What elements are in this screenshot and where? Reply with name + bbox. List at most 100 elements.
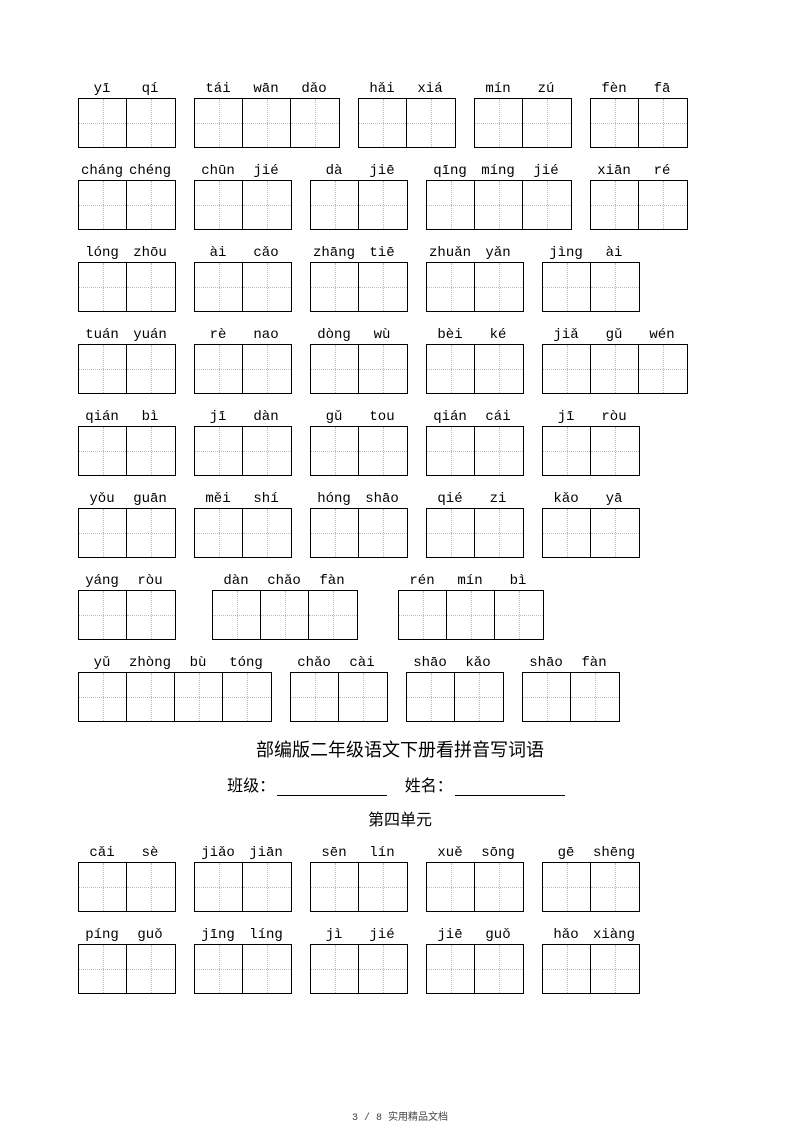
- char-cell[interactable]: [127, 945, 175, 993]
- char-cell[interactable]: [427, 427, 475, 475]
- char-cell[interactable]: [243, 945, 291, 993]
- char-cell[interactable]: [243, 509, 291, 557]
- name-blank[interactable]: [455, 782, 565, 796]
- char-cell[interactable]: [195, 263, 243, 311]
- char-cell[interactable]: [311, 345, 359, 393]
- char-cell[interactable]: [399, 591, 447, 639]
- char-cell[interactable]: [339, 673, 387, 721]
- char-cell[interactable]: [243, 181, 291, 229]
- char-cell[interactable]: [291, 99, 339, 147]
- char-cell[interactable]: [309, 591, 357, 639]
- char-cell[interactable]: [543, 509, 591, 557]
- char-cell[interactable]: [359, 263, 407, 311]
- char-cell[interactable]: [543, 263, 591, 311]
- char-cell[interactable]: [495, 591, 543, 639]
- char-cell[interactable]: [427, 945, 475, 993]
- char-cell[interactable]: [127, 263, 175, 311]
- char-cell[interactable]: [79, 945, 127, 993]
- char-cell[interactable]: [195, 945, 243, 993]
- char-cell[interactable]: [311, 863, 359, 911]
- char-cell[interactable]: [591, 427, 639, 475]
- char-cell[interactable]: [311, 945, 359, 993]
- char-cell[interactable]: [127, 509, 175, 557]
- char-cell[interactable]: [359, 863, 407, 911]
- char-cell[interactable]: [475, 945, 523, 993]
- char-cell[interactable]: [311, 427, 359, 475]
- char-cell[interactable]: [427, 345, 475, 393]
- char-cell[interactable]: [243, 345, 291, 393]
- char-cell[interactable]: [639, 99, 687, 147]
- char-cell[interactable]: [591, 945, 639, 993]
- char-cell[interactable]: [475, 863, 523, 911]
- char-cell[interactable]: [591, 263, 639, 311]
- char-cell[interactable]: [79, 591, 127, 639]
- char-cell[interactable]: [79, 673, 127, 721]
- char-cell[interactable]: [447, 591, 495, 639]
- char-cell[interactable]: [475, 263, 523, 311]
- char-cell[interactable]: [79, 509, 127, 557]
- char-cell[interactable]: [79, 263, 127, 311]
- char-cell[interactable]: [591, 99, 639, 147]
- char-cell[interactable]: [427, 509, 475, 557]
- char-cell[interactable]: [475, 427, 523, 475]
- char-cell[interactable]: [195, 509, 243, 557]
- char-cell[interactable]: [243, 263, 291, 311]
- char-cell[interactable]: [127, 591, 175, 639]
- char-cell[interactable]: [591, 509, 639, 557]
- char-cell[interactable]: [127, 345, 175, 393]
- char-cell[interactable]: [127, 181, 175, 229]
- char-cell[interactable]: [455, 673, 503, 721]
- char-cell[interactable]: [311, 509, 359, 557]
- char-cell[interactable]: [523, 673, 571, 721]
- char-cell[interactable]: [639, 345, 687, 393]
- char-cell[interactable]: [543, 345, 591, 393]
- char-cell[interactable]: [359, 345, 407, 393]
- char-cell[interactable]: [79, 427, 127, 475]
- char-cell[interactable]: [523, 99, 571, 147]
- char-cell[interactable]: [127, 99, 175, 147]
- char-cell[interactable]: [175, 673, 223, 721]
- char-cell[interactable]: [79, 181, 127, 229]
- char-cell[interactable]: [475, 99, 523, 147]
- char-cell[interactable]: [79, 345, 127, 393]
- char-cell[interactable]: [475, 509, 523, 557]
- char-cell[interactable]: [591, 863, 639, 911]
- char-cell[interactable]: [261, 591, 309, 639]
- char-cell[interactable]: [475, 345, 523, 393]
- char-cell[interactable]: [571, 673, 619, 721]
- char-cell[interactable]: [543, 863, 591, 911]
- char-cell[interactable]: [243, 99, 291, 147]
- char-cell[interactable]: [407, 99, 455, 147]
- char-cell[interactable]: [427, 863, 475, 911]
- char-cell[interactable]: [127, 673, 175, 721]
- char-cell[interactable]: [127, 427, 175, 475]
- char-cell[interactable]: [475, 181, 523, 229]
- char-cell[interactable]: [291, 673, 339, 721]
- char-cell[interactable]: [213, 591, 261, 639]
- char-cell[interactable]: [591, 345, 639, 393]
- char-cell[interactable]: [591, 181, 639, 229]
- char-cell[interactable]: [359, 945, 407, 993]
- char-cell[interactable]: [195, 345, 243, 393]
- char-cell[interactable]: [243, 427, 291, 475]
- char-cell[interactable]: [195, 427, 243, 475]
- char-cell[interactable]: [639, 181, 687, 229]
- char-cell[interactable]: [195, 99, 243, 147]
- char-cell[interactable]: [407, 673, 455, 721]
- char-cell[interactable]: [427, 181, 475, 229]
- char-cell[interactable]: [311, 181, 359, 229]
- char-cell[interactable]: [359, 181, 407, 229]
- char-cell[interactable]: [195, 863, 243, 911]
- class-blank[interactable]: [277, 782, 387, 796]
- char-cell[interactable]: [427, 263, 475, 311]
- char-cell[interactable]: [243, 863, 291, 911]
- char-cell[interactable]: [311, 263, 359, 311]
- char-cell[interactable]: [127, 863, 175, 911]
- char-cell[interactable]: [79, 99, 127, 147]
- char-cell[interactable]: [195, 181, 243, 229]
- char-cell[interactable]: [359, 509, 407, 557]
- char-cell[interactable]: [79, 863, 127, 911]
- char-cell[interactable]: [543, 945, 591, 993]
- char-cell[interactable]: [359, 99, 407, 147]
- char-cell[interactable]: [543, 427, 591, 475]
